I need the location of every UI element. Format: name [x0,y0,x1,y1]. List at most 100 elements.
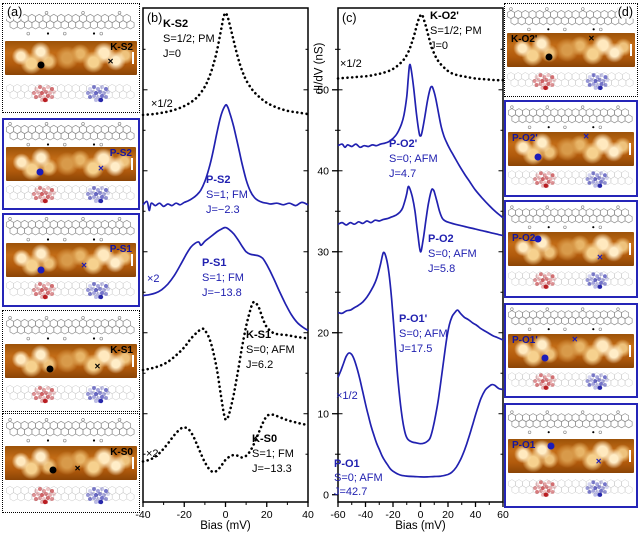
spin-down-dot [92,496,96,500]
spin-up-dot [46,93,50,98]
carbonyl-oxygen [527,225,532,229]
spin-down-dot [591,480,596,485]
spin-up-dot [50,86,54,91]
spin-up-dot [546,381,551,386]
spin-down-dot [98,390,102,395]
spin-down-dot [589,377,594,382]
carbonyl-oxygen [44,10,49,15]
annotation-line: J=4.7 [389,168,416,180]
spin-up-dot [34,284,38,288]
carbonyl-oxygen [62,237,67,242]
carbonyl-oxygen [616,105,620,109]
spin-up-dot [538,72,543,77]
spin-up-max-dot [543,183,548,189]
stm-image: K-S1 × [5,344,137,378]
spin-down-dot [100,282,104,286]
carbonyl-oxygen [117,418,122,422]
spin-down-dot [102,288,106,292]
reference-position-cross: × [94,361,101,373]
spectrum-position-dot [547,442,555,450]
spin-up-dot [52,492,56,496]
spin-down-dot [593,78,598,83]
annotation-line: J=6.2 [246,359,273,371]
carbonyl-oxygen [599,27,603,31]
spin-up-dot [540,385,545,390]
carbonyl-oxygen [99,438,103,443]
spin-up-dot [550,382,555,387]
spin-density-map [6,384,135,403]
spin-up-dot [542,482,547,487]
spin-down-dot [100,487,104,491]
spin-down-dot [98,190,102,195]
spin-up-dot [546,272,551,277]
spin-up-dot [552,485,557,490]
spin-up-dot [538,81,543,86]
spin-up-dot [540,378,545,383]
spin-down-dot [601,177,605,182]
carbonyl-oxygen [527,430,532,434]
spin-down-dot [94,398,98,403]
spin-down-dot [96,195,100,200]
spin-up-dot [50,497,54,501]
spin-up-dot [540,278,545,282]
spin-down-dot [587,173,592,178]
annotation-line: P-S2 [206,174,230,186]
spin-up-dot [32,288,36,292]
spin-up-dot [34,292,38,296]
carbonyl-oxygen [563,430,567,434]
spin-down-dot [92,385,96,390]
spin-up-dot [550,490,555,495]
spin-down-dot [88,187,92,192]
carbonyl-oxygen [62,336,67,340]
spin-up-dot [537,277,541,281]
carbonyl-oxygen [527,27,531,31]
spin-density-map [508,372,633,390]
spin-up-dot [550,82,555,87]
spin-up-dot [44,89,48,94]
spin-up-dot [38,394,42,399]
spin-down-dot [595,482,600,487]
spin-up-dot [52,390,56,395]
carbonyl-oxygen [81,121,85,126]
spin-up-dot [42,187,46,192]
spin-up-max-dot [543,85,548,90]
y-tick-label: 0 [323,490,329,502]
stm-image: K-S2 × [5,41,137,75]
spin-down-dot [94,90,98,95]
spectrum-position-dot [46,365,54,373]
spin-up-dot [44,287,48,291]
spin-up-dot [32,191,36,196]
spin-up-dot [546,280,551,285]
stm-image-label: P-S2 [109,148,132,159]
curve-annotation: K-S1 S=0; AFM J=6.2 [246,329,295,371]
spin-down-dot [102,90,106,95]
scale-bar [132,355,134,367]
carbonyl-oxygen [510,105,514,109]
spin-down-dot [587,181,592,186]
spin-down-dot [591,72,596,77]
spin-up-dot [550,281,555,286]
hexagon-ring [624,176,633,186]
hexagon-ring [624,419,633,428]
spin-down-dot [587,274,592,279]
carbonyl-oxygen [580,205,585,209]
spin-up-dot [50,187,54,192]
reference-position-cross: × [107,56,114,68]
spin-down-dot [94,97,98,102]
carbonyl-oxygen [44,121,49,126]
radical-site-dot [46,238,50,241]
spin-up-dot [550,482,555,487]
radical-site-dot [92,336,96,340]
spin-down-dot [104,195,108,200]
spin-up-dot [537,377,541,382]
radical-site-dot [547,328,550,331]
spin-down-dot [599,272,603,277]
carbonyl-oxygen [580,307,585,312]
spin-down-dot [587,82,592,87]
carbonyl-oxygen [26,336,31,340]
reference-position-cross: × [74,463,81,475]
spin-down-dot [595,382,600,387]
spin-up-dot [544,277,549,281]
spin-up-dot [50,489,54,493]
curve-annotation: K-S2 S=1/2; PM J=0 [163,18,215,60]
